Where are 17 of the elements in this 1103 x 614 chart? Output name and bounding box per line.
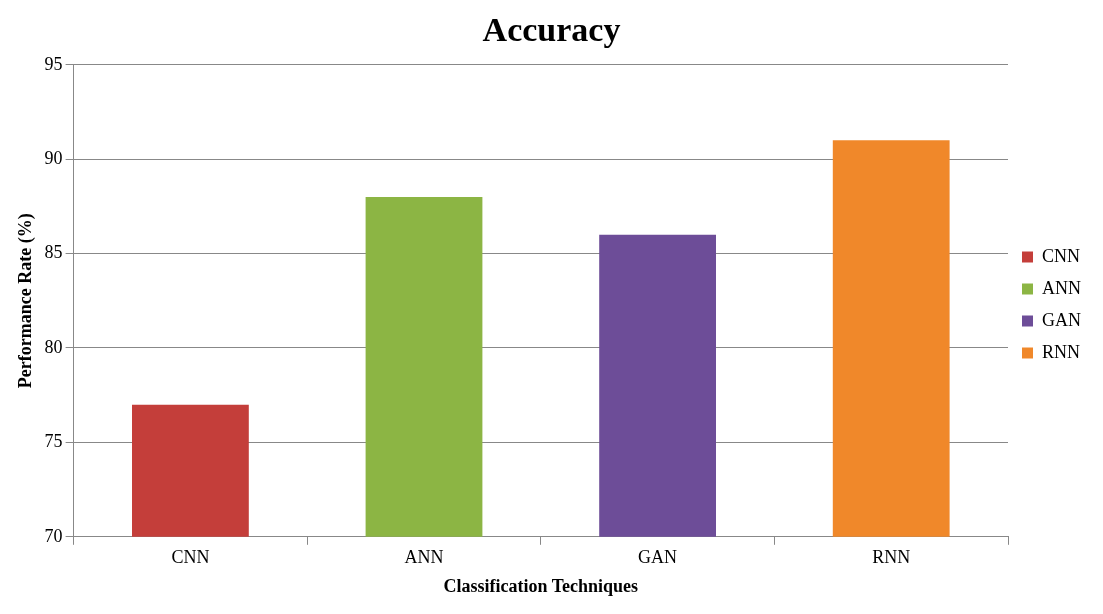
x-tick-label: RNN <box>872 547 911 568</box>
legend-label: ANN <box>1042 277 1081 298</box>
legend-label: GAN <box>1042 309 1081 330</box>
y-tick-label: 95 <box>44 53 63 74</box>
y-tick-label: 85 <box>44 242 63 263</box>
x-tick-label: GAN <box>638 547 678 568</box>
legend-label: RNN <box>1042 341 1081 362</box>
legend-label: CNN <box>1042 245 1081 266</box>
x-tick-label: CNN <box>171 547 210 568</box>
y-tick-label: 80 <box>44 336 63 357</box>
y-tick-label: 75 <box>44 431 63 452</box>
y-tick-label: 90 <box>44 147 63 168</box>
y-tick-label: 70 <box>44 525 63 546</box>
x-tick-label: ANN <box>404 547 444 568</box>
y-axis-title: Performance Rate (%) <box>15 213 37 389</box>
x-axis-title: Classification Techniques <box>443 575 639 596</box>
chart-title: Accuracy <box>482 11 621 49</box>
